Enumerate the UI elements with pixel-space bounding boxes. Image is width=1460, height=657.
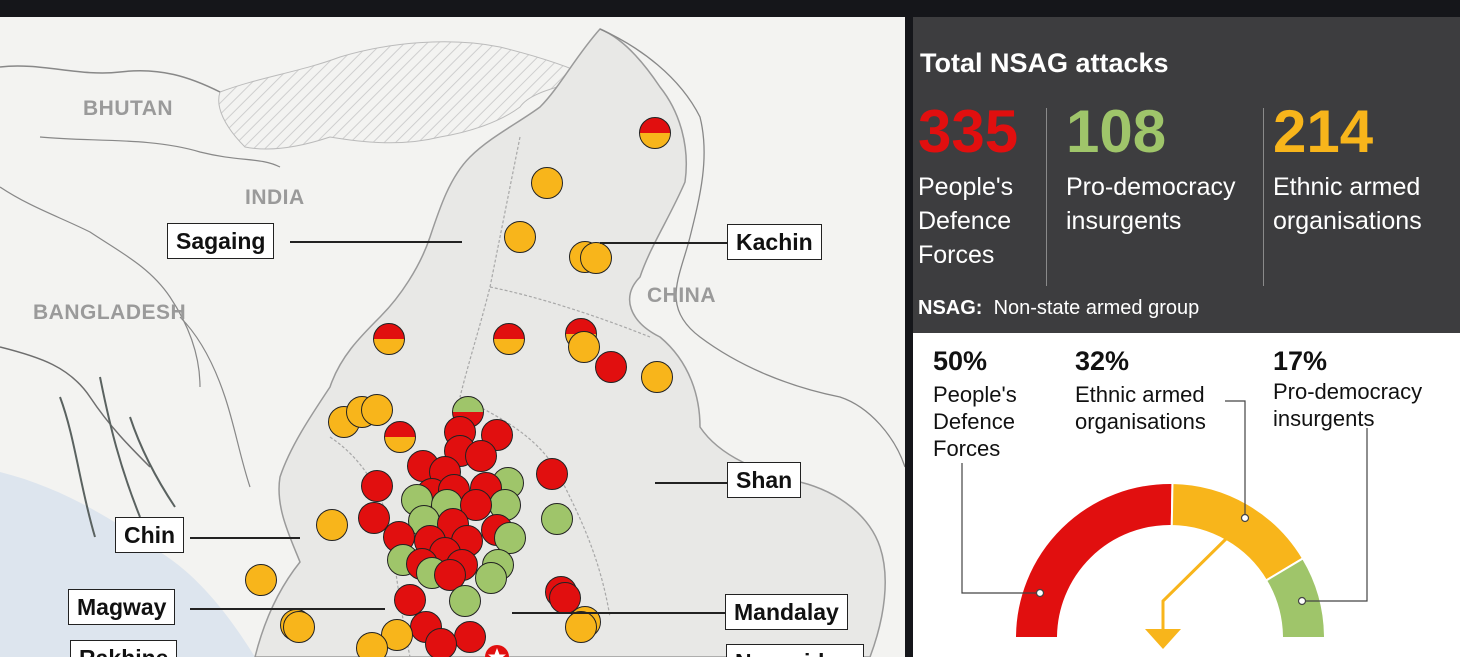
region-label-chin: Chin [115, 517, 185, 553]
panel-gap [905, 17, 913, 657]
gauge-pointer-icon [1145, 533, 1232, 649]
attack-marker-peoples-defence-forces [465, 440, 497, 472]
region-label-magway: Magway [68, 589, 176, 625]
attack-marker-ethnic-armed-organisations [580, 242, 612, 274]
attack-marker-peoples-defence-forces [536, 458, 568, 490]
leader-eao [1225, 400, 1246, 518]
share-pdf-label: People's Defence Forces [933, 382, 1017, 461]
attack-map: BHUTAN INDIA BANGLADESH CHINA Sagaing Ka… [0, 17, 905, 657]
leader-pdf [961, 463, 1040, 594]
attack-marker-ethnic-armed-organisations [565, 611, 597, 643]
leader-dot-pdf [1035, 588, 1045, 598]
gauge-arcs [1013, 482, 1327, 639]
stat-pro-label: Pro-democracy insurgents [1066, 173, 1236, 235]
attack-marker-peoples-defence-forces [361, 470, 393, 502]
share-pro-label: Pro-democracy insurgents [1273, 379, 1423, 431]
stat-eao-value: 214 [1273, 98, 1374, 165]
gauge-segment-eao [1170, 482, 1305, 582]
attack-marker-ethnic-armed-organisations [356, 632, 388, 657]
stat-divider [1263, 108, 1264, 286]
region-label-rakhine: Rakhine [70, 640, 178, 657]
nsag-note: NSAG: Non-state armed group [918, 297, 1199, 320]
attack-marker-peoples-defence-forces [394, 584, 426, 616]
stat-pdf-value: 335 [918, 98, 1019, 165]
attack-marker-pro-democracy-insurgents [475, 562, 507, 594]
country-label-india: INDIA [245, 186, 305, 209]
leader-mandalay [512, 612, 725, 614]
attack-marker-ethnic-armed-organisations [361, 394, 393, 426]
attack-marker-ethnic-armed-organisations [504, 221, 536, 253]
capital-star-icon [485, 645, 509, 657]
attack-marker-ethnic-armed-organisations [316, 509, 348, 541]
panel-title: Total NSAG attacks [920, 48, 1169, 78]
attack-marker-ethnic-armed-organisations [245, 564, 277, 596]
top-bar [0, 0, 1460, 17]
region-label-shan: Shan [727, 462, 802, 498]
leader-magway [190, 608, 385, 610]
share-gauge [961, 400, 1368, 649]
attack-marker-ethnic-armed-organisations [641, 361, 673, 393]
country-label-bangladesh: BANGLADESH [33, 301, 187, 324]
country-label-china: CHINA [647, 284, 716, 307]
attack-marker-peoples-defence-forces [425, 628, 457, 657]
gauge-leaders [961, 400, 1368, 606]
share-pro-percent: 17% [1273, 346, 1328, 376]
share-eao-percent: 32% [1075, 346, 1130, 376]
stat-divider [1046, 108, 1047, 286]
attack-marker-peoples-defence-forces [595, 351, 627, 383]
nsag-note-text: Non-state armed group [993, 297, 1200, 319]
region-label-naypyidaw: Naypyidaw [726, 644, 865, 657]
attack-marker-mixed [384, 421, 416, 453]
attack-marker-ethnic-armed-organisations [283, 611, 315, 643]
leader-pro [1302, 428, 1368, 602]
leader-dot-pro [1297, 596, 1307, 606]
stat-pdf-label: People's Defence Forces [918, 173, 1014, 269]
attack-marker-ethnic-armed-organisations [568, 331, 600, 363]
leader-kachin [600, 242, 728, 244]
region-label-mandalay: Mandalay [725, 594, 848, 630]
totals-panel [905, 17, 1460, 333]
gauge-segment-pdf [1013, 482, 1174, 639]
attack-marker-mixed [373, 323, 405, 355]
attack-marker-mixed [639, 117, 671, 149]
region-label-sagaing: Sagaing [167, 223, 275, 259]
region-label-kachin: Kachin [727, 224, 822, 260]
stat-eao-label: Ethnic armed organisations [1273, 173, 1422, 235]
attack-marker-pro-democracy-insurgents [541, 503, 573, 535]
gauge-segment-pro [1264, 557, 1327, 639]
share-pdf-percent: 50% [933, 346, 988, 376]
attack-marker-pro-democracy-insurgents [449, 585, 481, 617]
leader-chin [190, 537, 300, 539]
leader-shan [655, 482, 727, 484]
nsag-note-term: NSAG: [918, 297, 983, 319]
attack-marker-ethnic-armed-organisations [531, 167, 563, 199]
share-eao-label: Ethnic armed organisations [1075, 382, 1206, 434]
country-label-bhutan: BHUTAN [83, 97, 174, 120]
attack-marker-peoples-defence-forces [454, 621, 486, 653]
attack-marker-mixed [493, 323, 525, 355]
leader-sagaing [290, 241, 462, 243]
leader-dot-eao [1240, 513, 1250, 523]
stat-pro-value: 108 [1066, 98, 1167, 165]
